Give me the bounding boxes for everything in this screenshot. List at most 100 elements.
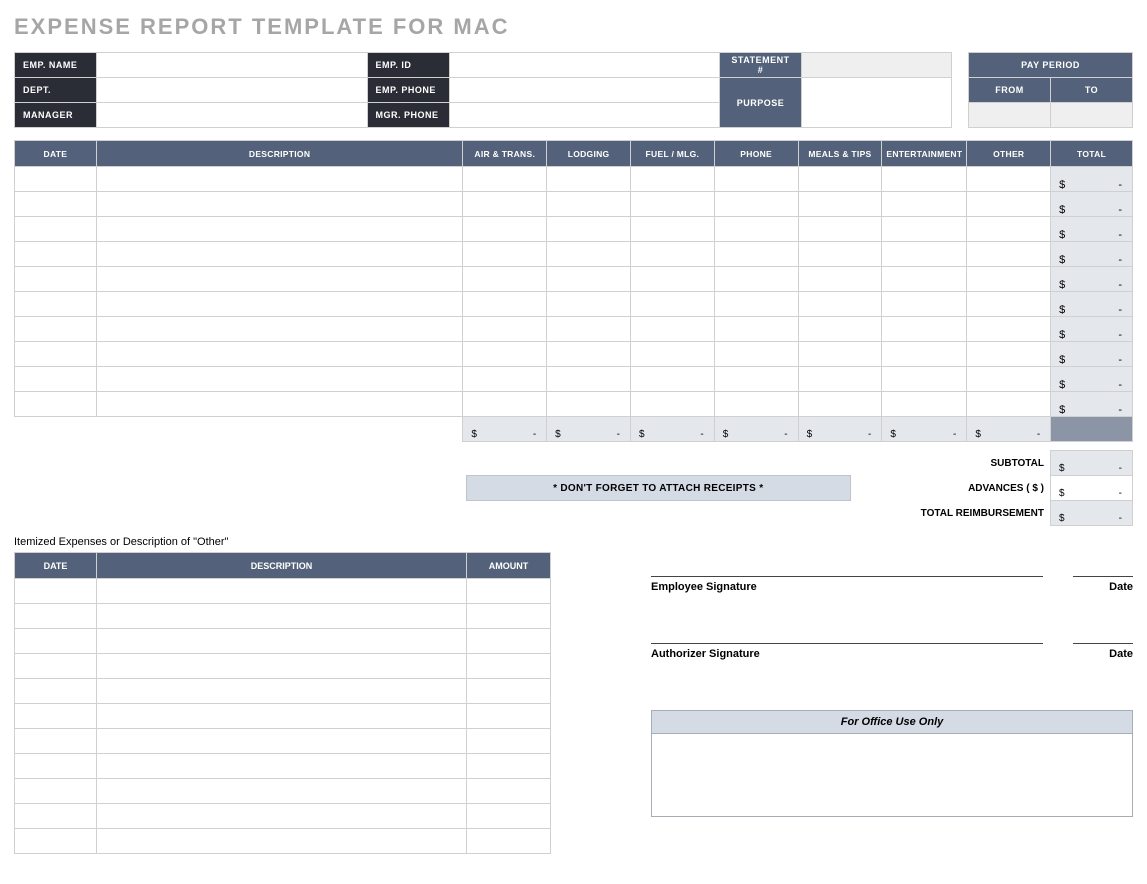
expense-cell[interactable] xyxy=(96,317,463,342)
statement-input[interactable] xyxy=(802,53,952,78)
expense-cell[interactable] xyxy=(547,167,631,192)
expense-cell[interactable] xyxy=(882,192,967,217)
expense-cell[interactable] xyxy=(547,317,631,342)
other-cell[interactable] xyxy=(97,804,467,829)
expense-cell[interactable] xyxy=(714,342,798,367)
expense-cell[interactable] xyxy=(463,292,547,317)
expense-cell[interactable] xyxy=(882,217,967,242)
other-cell[interactable] xyxy=(15,804,97,829)
expense-cell[interactable] xyxy=(714,217,798,242)
expense-cell[interactable] xyxy=(798,342,882,367)
expense-cell[interactable] xyxy=(547,242,631,267)
other-cell[interactable] xyxy=(97,579,467,604)
expense-cell[interactable] xyxy=(967,392,1051,417)
expense-cell[interactable] xyxy=(463,217,547,242)
expense-cell[interactable] xyxy=(882,267,967,292)
expense-cell[interactable] xyxy=(798,317,882,342)
expense-cell[interactable] xyxy=(967,192,1051,217)
expense-cell[interactable] xyxy=(96,367,463,392)
expense-cell[interactable] xyxy=(882,242,967,267)
emp-phone-input[interactable] xyxy=(449,78,720,103)
other-cell[interactable] xyxy=(15,779,97,804)
employee-signature-line[interactable]: Employee Signature xyxy=(651,576,1043,593)
expense-cell[interactable] xyxy=(967,367,1051,392)
other-cell[interactable] xyxy=(15,679,97,704)
expense-cell[interactable] xyxy=(714,267,798,292)
emp-id-input[interactable] xyxy=(449,53,720,78)
expense-cell[interactable] xyxy=(798,292,882,317)
other-cell[interactable] xyxy=(467,754,551,779)
other-cell[interactable] xyxy=(97,754,467,779)
expense-cell[interactable] xyxy=(631,267,715,292)
expense-cell[interactable] xyxy=(463,392,547,417)
other-cell[interactable] xyxy=(15,579,97,604)
expense-cell[interactable] xyxy=(96,342,463,367)
expense-cell[interactable] xyxy=(96,217,463,242)
expense-cell[interactable] xyxy=(714,167,798,192)
expense-cell[interactable] xyxy=(15,342,97,367)
other-cell[interactable] xyxy=(97,779,467,804)
office-use-body[interactable] xyxy=(652,734,1132,816)
expense-cell[interactable] xyxy=(714,242,798,267)
expense-cell[interactable] xyxy=(882,167,967,192)
expense-cell[interactable] xyxy=(15,192,97,217)
other-cell[interactable] xyxy=(467,729,551,754)
expense-cell[interactable] xyxy=(967,242,1051,267)
expense-cell[interactable] xyxy=(798,367,882,392)
other-cell[interactable] xyxy=(97,654,467,679)
expense-cell[interactable] xyxy=(15,392,97,417)
expense-cell[interactable] xyxy=(714,392,798,417)
expense-cell[interactable] xyxy=(631,217,715,242)
other-cell[interactable] xyxy=(97,704,467,729)
purpose-input[interactable] xyxy=(802,78,952,128)
expense-cell[interactable] xyxy=(463,367,547,392)
expense-cell[interactable] xyxy=(463,192,547,217)
expense-cell[interactable] xyxy=(882,292,967,317)
other-cell[interactable] xyxy=(467,704,551,729)
other-cell[interactable] xyxy=(97,629,467,654)
expense-cell[interactable] xyxy=(96,392,463,417)
expense-cell[interactable] xyxy=(882,317,967,342)
other-cell[interactable] xyxy=(15,729,97,754)
other-cell[interactable] xyxy=(97,679,467,704)
expense-cell[interactable] xyxy=(967,167,1051,192)
expense-cell[interactable] xyxy=(798,267,882,292)
other-cell[interactable] xyxy=(467,679,551,704)
other-cell[interactable] xyxy=(467,579,551,604)
other-cell[interactable] xyxy=(15,604,97,629)
expense-cell[interactable] xyxy=(967,267,1051,292)
expense-cell[interactable] xyxy=(798,192,882,217)
expense-cell[interactable] xyxy=(15,267,97,292)
expense-cell[interactable] xyxy=(714,192,798,217)
other-cell[interactable] xyxy=(467,829,551,854)
other-cell[interactable] xyxy=(467,804,551,829)
expense-cell[interactable] xyxy=(714,292,798,317)
expense-cell[interactable] xyxy=(631,192,715,217)
expense-cell[interactable] xyxy=(967,292,1051,317)
expense-cell[interactable] xyxy=(547,392,631,417)
expense-cell[interactable] xyxy=(15,217,97,242)
expense-cell[interactable] xyxy=(631,292,715,317)
other-cell[interactable] xyxy=(15,629,97,654)
expense-cell[interactable] xyxy=(15,167,97,192)
expense-cell[interactable] xyxy=(96,242,463,267)
other-cell[interactable] xyxy=(97,604,467,629)
authorizer-sig-date[interactable]: Date xyxy=(1073,643,1133,660)
other-cell[interactable] xyxy=(97,729,467,754)
expense-cell[interactable] xyxy=(882,392,967,417)
expense-cell[interactable] xyxy=(463,242,547,267)
expense-cell[interactable] xyxy=(631,167,715,192)
mgr-phone-input[interactable] xyxy=(449,103,720,128)
expense-cell[interactable] xyxy=(967,342,1051,367)
expense-cell[interactable] xyxy=(631,317,715,342)
expense-cell[interactable] xyxy=(96,167,463,192)
other-cell[interactable] xyxy=(15,754,97,779)
expense-cell[interactable] xyxy=(798,167,882,192)
expense-cell[interactable] xyxy=(714,367,798,392)
expense-cell[interactable] xyxy=(967,217,1051,242)
expense-cell[interactable] xyxy=(96,267,463,292)
expense-cell[interactable] xyxy=(631,367,715,392)
expense-cell[interactable] xyxy=(714,317,798,342)
other-cell[interactable] xyxy=(15,829,97,854)
expense-cell[interactable] xyxy=(15,242,97,267)
